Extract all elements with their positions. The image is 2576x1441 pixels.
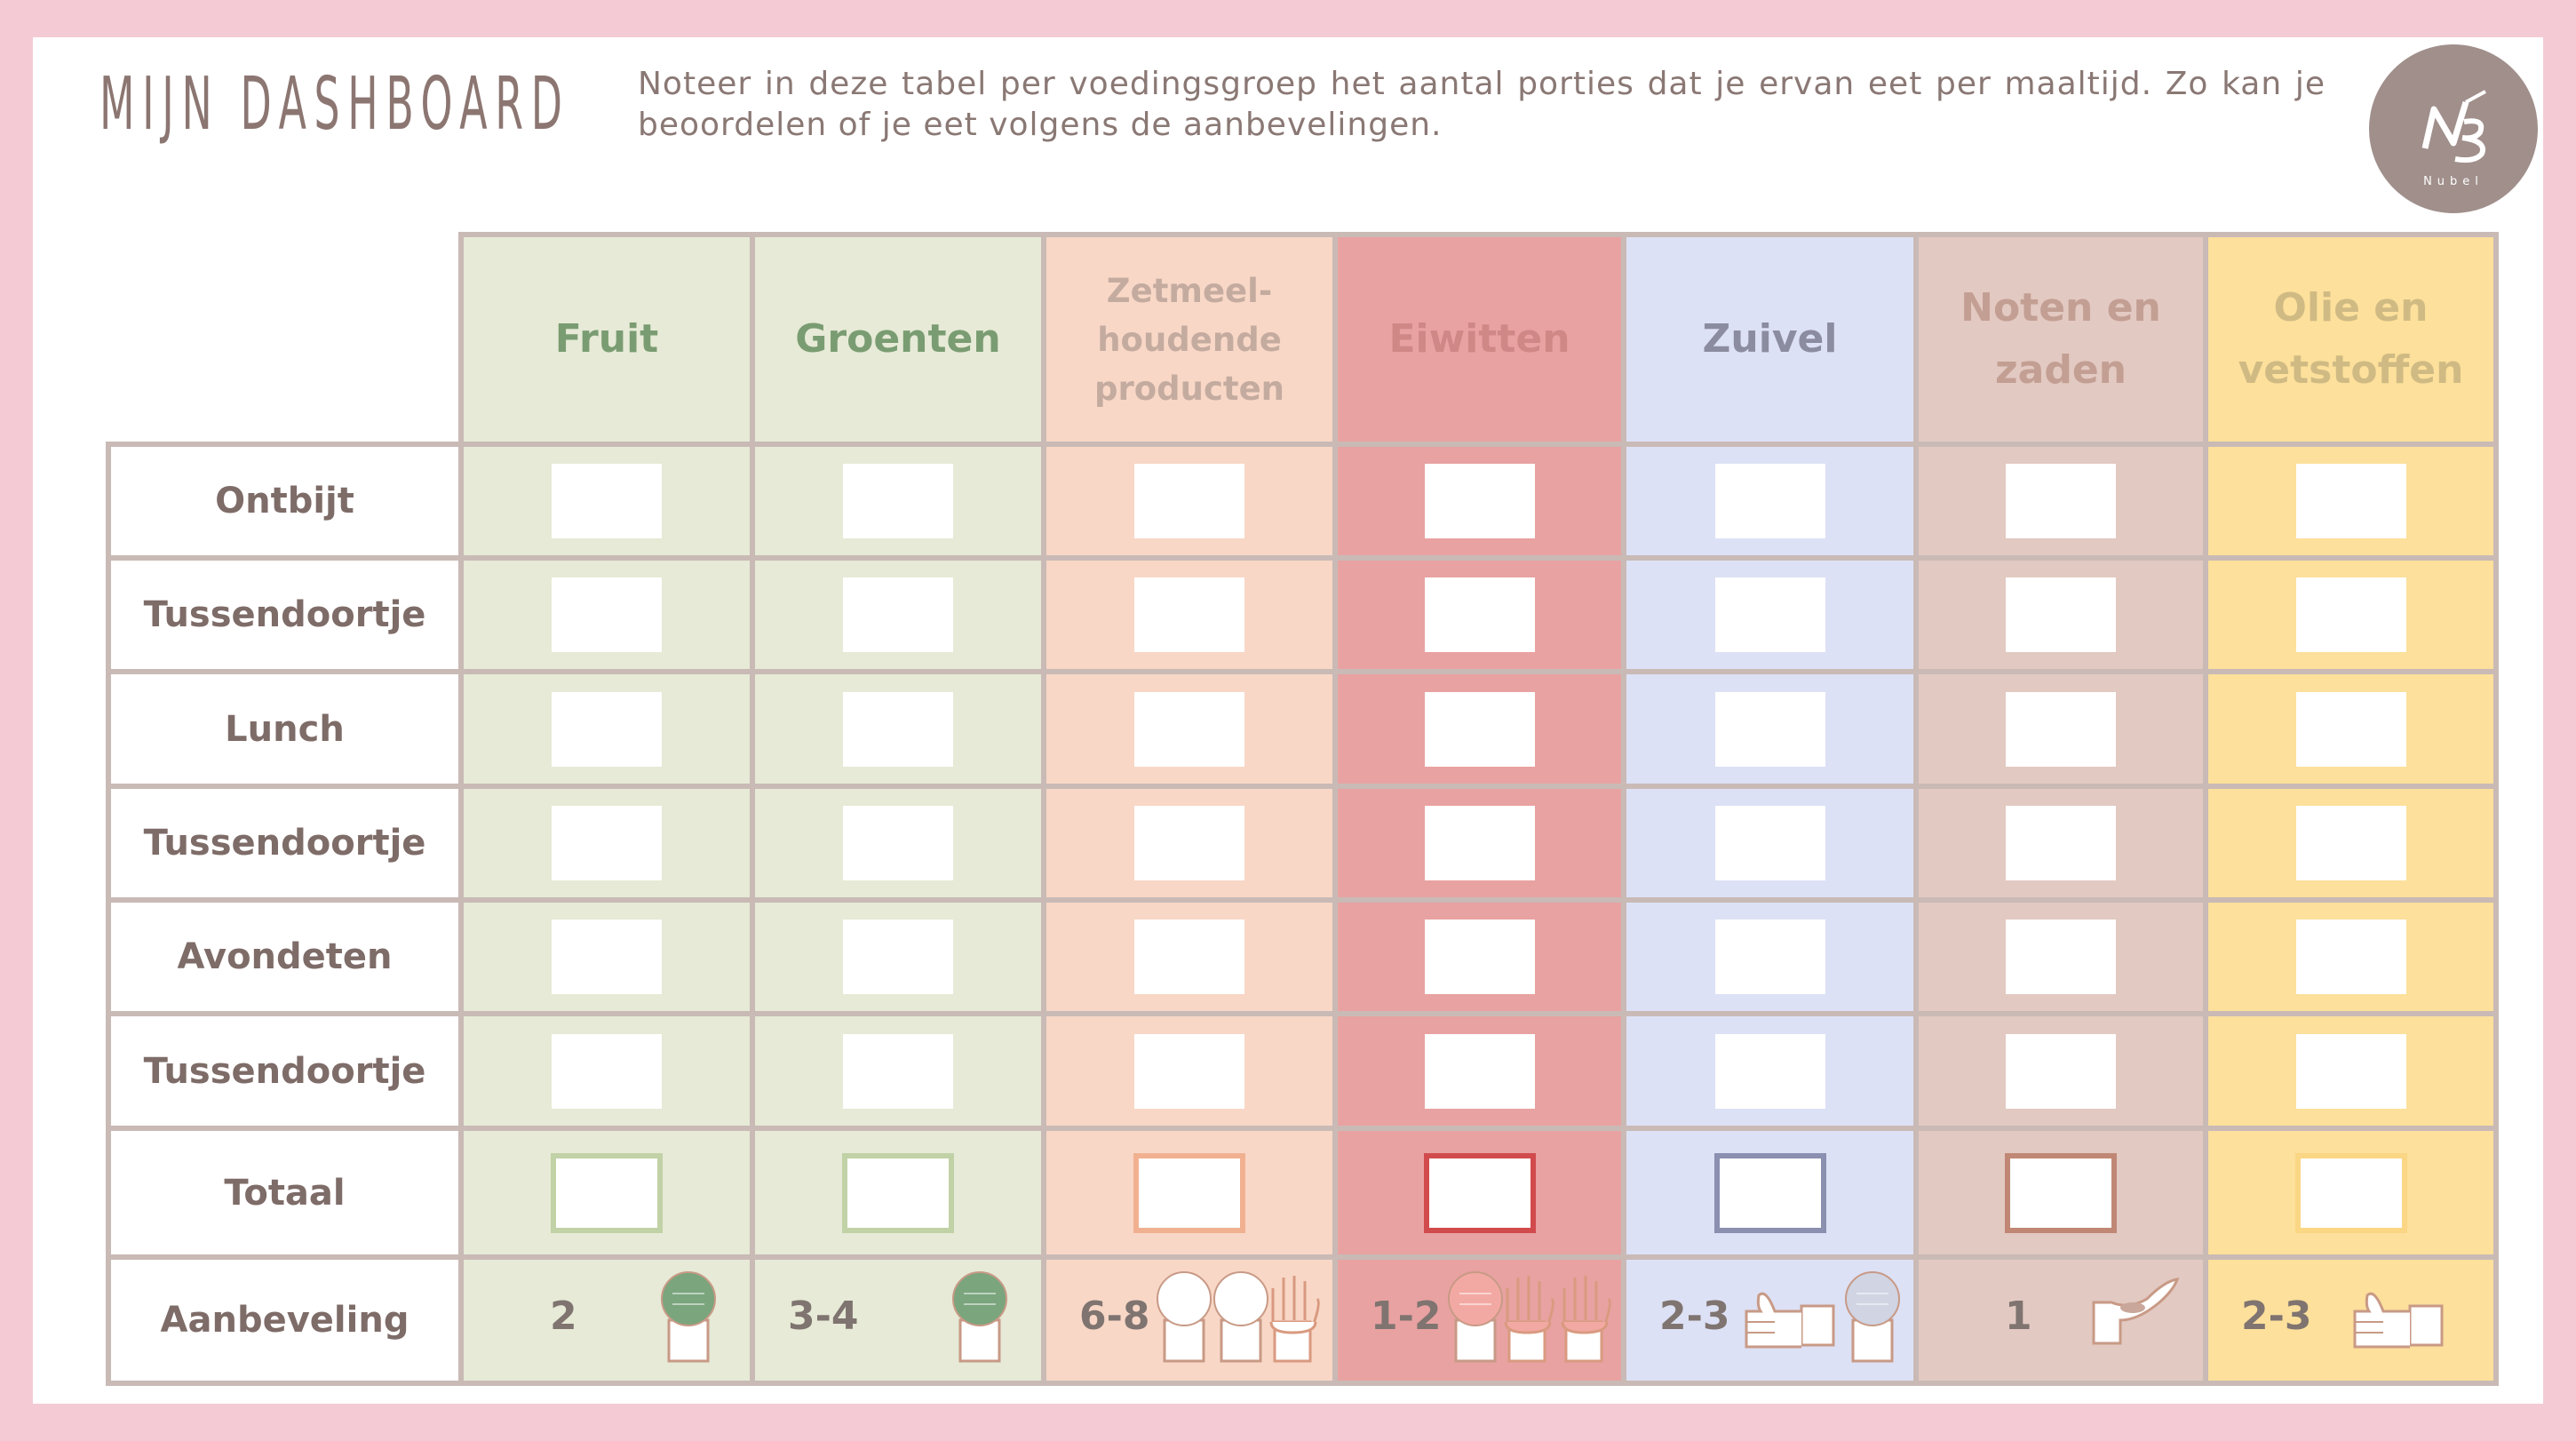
portion-input[interactable] (1134, 464, 1244, 538)
portion-input[interactable] (2006, 464, 2116, 538)
portion-input[interactable] (1134, 1033, 1244, 1109)
row-label: Ontbijt (111, 447, 458, 555)
portion-input[interactable] (1134, 691, 1244, 767)
portion-input[interactable] (2295, 920, 2406, 994)
row-label: Tussendoortje (111, 789, 458, 897)
portion-input[interactable] (2295, 577, 2406, 652)
portion-input[interactable] (1134, 806, 1244, 880)
portion-input[interactable] (843, 1033, 953, 1109)
portion-input[interactable] (2295, 1033, 2406, 1109)
portion-input[interactable] (843, 691, 953, 767)
thumb-hand-icon (2348, 1285, 2445, 1359)
portion-input[interactable] (843, 577, 953, 652)
column-header: Zetmeel- houdende producten (1046, 237, 1332, 442)
portion-input[interactable] (1134, 920, 1244, 994)
cup-hand-icon (2085, 1267, 2182, 1350)
thumb-hand-icon (1739, 1285, 1837, 1359)
total-box[interactable] (1423, 1152, 1536, 1233)
portion-input[interactable] (843, 920, 953, 994)
portion-input[interactable] (552, 577, 662, 652)
fist-hand-icon (1440, 1267, 1511, 1368)
table-cell (1919, 1260, 2203, 1381)
portion-input[interactable] (1134, 577, 1244, 652)
portion-input[interactable] (1424, 691, 1535, 767)
recommendation-value: 2-3 (2241, 1294, 2312, 1339)
portion-input[interactable] (552, 806, 662, 880)
palm-hand-icon (1497, 1267, 1559, 1368)
row-label: Tussendoortje (111, 561, 458, 669)
column-header: Groenten (755, 237, 1041, 442)
recommendation-value: 1 (2005, 1294, 2032, 1339)
table-cell (2208, 1260, 2493, 1381)
fist-hand-icon (653, 1267, 724, 1368)
total-box[interactable] (1133, 1152, 1245, 1233)
recommendation-value: 3-4 (788, 1294, 859, 1339)
portion-input[interactable] (1714, 1033, 1825, 1109)
portion-input[interactable] (2006, 920, 2116, 994)
column-header: Eiwitten (1338, 237, 1621, 442)
palm-hand-icon (1554, 1267, 1616, 1368)
portion-input[interactable] (843, 806, 953, 880)
page-title: MIJN DASHBOARD (99, 62, 570, 147)
portion-input[interactable] (552, 1033, 662, 1109)
portion-input[interactable] (2295, 806, 2406, 880)
row-label: Totaal (111, 1131, 458, 1254)
row-label: Tussendoortje (111, 1016, 458, 1126)
logo-text: Nubel (2423, 175, 2484, 188)
total-box[interactable] (1713, 1152, 1826, 1233)
column-header: Olie en vetstoffen (2208, 237, 2493, 442)
row-label: Avondeten (111, 903, 458, 1011)
nubel-logo-icon (2421, 90, 2486, 163)
fist-hand-icon (1205, 1267, 1276, 1368)
portion-input[interactable] (1424, 1033, 1535, 1109)
fist-hand-icon (1837, 1267, 1908, 1368)
portion-input[interactable] (2006, 806, 2116, 880)
total-box[interactable] (2294, 1152, 2407, 1233)
column-header: Fruit (464, 237, 750, 442)
portion-input[interactable] (1714, 464, 1825, 538)
recommendation-value: 6-8 (1079, 1294, 1150, 1339)
portion-input[interactable] (2295, 691, 2406, 767)
recommendation-value: 2 (550, 1294, 577, 1339)
portion-input[interactable] (2006, 1033, 2116, 1109)
row-label: Aanbeveling (111, 1260, 458, 1381)
portion-input[interactable] (843, 464, 953, 538)
portion-input[interactable] (1424, 920, 1535, 994)
portion-input[interactable] (2295, 464, 2406, 538)
portion-input[interactable] (1714, 806, 1825, 880)
portion-input[interactable] (1714, 691, 1825, 767)
column-header: Zuivel (1626, 237, 1913, 442)
portion-input[interactable] (1714, 577, 1825, 652)
total-box[interactable] (2005, 1152, 2117, 1233)
palm-hand-icon (1262, 1267, 1324, 1368)
fist-hand-icon (944, 1267, 1015, 1368)
total-box[interactable] (551, 1152, 663, 1233)
total-box[interactable] (842, 1152, 954, 1233)
portion-input[interactable] (552, 920, 662, 994)
portion-input[interactable] (552, 464, 662, 538)
column-header: Noten en zaden (1919, 237, 2203, 442)
portion-input[interactable] (1424, 464, 1535, 538)
recommendation-value: 2-3 (1659, 1294, 1730, 1339)
portion-input[interactable] (552, 691, 662, 767)
portion-input[interactable] (1714, 920, 1825, 994)
portion-input[interactable] (2006, 577, 2116, 652)
row-label: Lunch (111, 674, 458, 784)
recommendation-value: 1-2 (1371, 1294, 1442, 1339)
page-description: Noteer in deze tabel per voedingsgroep h… (638, 66, 2326, 143)
portion-input[interactable] (1424, 577, 1535, 652)
portion-input[interactable] (2006, 691, 2116, 767)
nubel-logo: Nubel (2369, 44, 2538, 213)
fist-hand-icon (1149, 1267, 1220, 1368)
portion-input[interactable] (1424, 806, 1535, 880)
